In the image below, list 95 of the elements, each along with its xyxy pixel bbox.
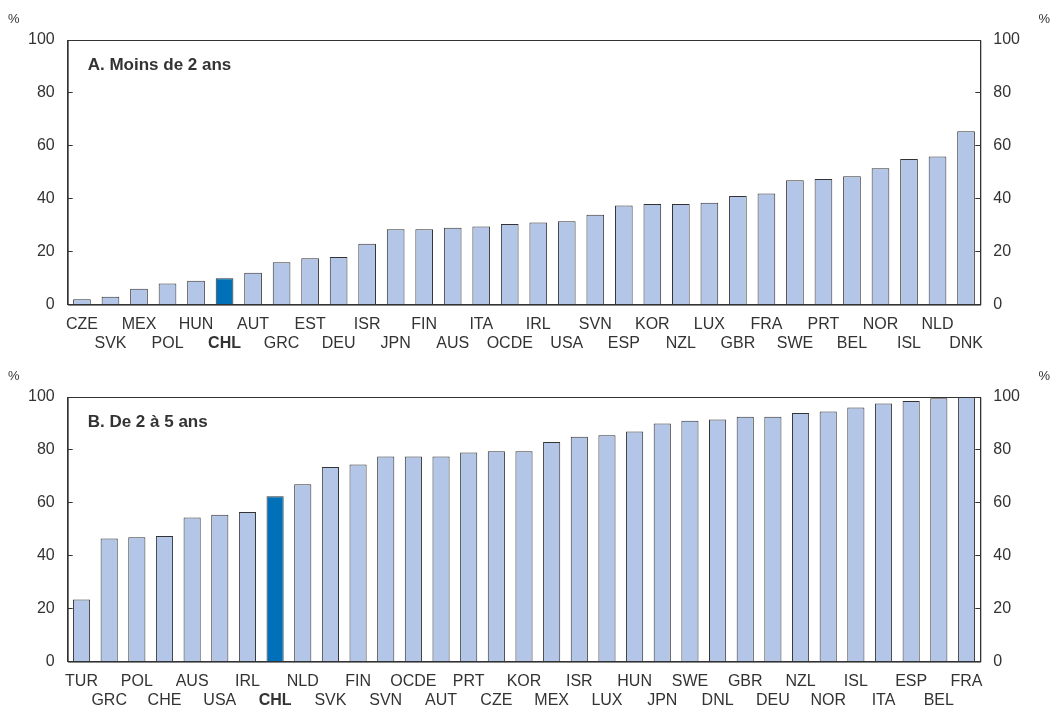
- y-tick-label: 20: [36, 599, 55, 617]
- x-tick-label: NLD: [921, 314, 954, 332]
- x-tick-label: ITA: [469, 314, 494, 332]
- y2-axis-title: %: [1038, 368, 1051, 384]
- x-tick-label: LUX: [591, 690, 623, 708]
- x-tick-label: POL: [120, 671, 153, 689]
- x-tick-label: OCDE: [486, 333, 533, 351]
- x-tick-label: USA: [203, 690, 237, 708]
- x-tick-label: GBR: [727, 671, 763, 689]
- x-tick-label: SVK: [94, 333, 127, 351]
- x-tick-label: CHL: [258, 690, 292, 708]
- x-tick-label: FIN: [411, 314, 438, 332]
- y-axis-title: %: [8, 11, 20, 27]
- x-tick-label: ISR: [565, 671, 593, 689]
- x-tick-label: SWE: [671, 671, 709, 689]
- y-tick-label: 80: [36, 83, 55, 101]
- x-tick-label: HUN: [617, 671, 652, 689]
- y-tick-label: 100: [27, 30, 55, 48]
- x-tick-label: IRL: [525, 314, 551, 332]
- x-tick-label: GRC: [263, 333, 300, 351]
- x-tick-label: IRL: [235, 671, 260, 689]
- x-tick-label: POL: [151, 333, 184, 351]
- y2-tick-label: 0: [993, 295, 1003, 313]
- x-tick-label: AUS: [436, 333, 470, 351]
- x-tick-label: JPN: [647, 690, 678, 708]
- y-tick-label: 20: [36, 242, 55, 260]
- x-tick-label: PRT: [452, 671, 485, 689]
- x-tick-label: HUN: [178, 314, 214, 332]
- x-tick-label: FRA: [950, 671, 983, 689]
- x-tick-label: FIN: [345, 671, 371, 689]
- x-tick-label: ISL: [897, 333, 922, 351]
- x-tick-label: OCDE: [390, 671, 437, 689]
- x-tick-label: CHL: [208, 333, 242, 351]
- x-tick-label: NZL: [665, 333, 697, 351]
- x-tick-label: AUT: [237, 314, 270, 332]
- x-tick-label: NOR: [862, 314, 899, 332]
- y-axis-title: %: [8, 368, 20, 384]
- y2-tick-label: 80: [993, 440, 1012, 458]
- x-tick-label: SVK: [314, 690, 347, 708]
- text: A. Moins de 2 ans: [87, 54, 232, 74]
- y2-tick-label: 20: [993, 242, 1012, 260]
- x-tick-label: AUT: [425, 690, 458, 708]
- x-tick-label: CZE: [480, 690, 513, 708]
- y2-tick-label: 100: [993, 30, 1021, 48]
- y2-tick-label: 40: [993, 546, 1012, 564]
- x-tick-label: GBR: [720, 333, 756, 351]
- x-tick-label: PRT: [807, 314, 840, 332]
- x-tick-label: NZL: [785, 671, 816, 689]
- x-tick-label: MEX: [121, 314, 157, 332]
- x-tick-label: BEL: [923, 690, 955, 708]
- x-tick-label: NLD: [286, 671, 319, 689]
- y-tick-label: 60: [36, 493, 55, 511]
- y-tick-label: 100: [27, 387, 55, 405]
- x-tick-label: GRC: [91, 690, 127, 708]
- x-tick-label: KOR: [635, 314, 670, 332]
- y2-tick-label: 0: [993, 652, 1003, 670]
- y-tick-label: 60: [36, 136, 55, 154]
- y2-tick-label: 20: [993, 599, 1012, 617]
- x-tick-label: ESP: [607, 333, 640, 351]
- x-tick-label: TUR: [65, 671, 98, 689]
- y-tick-label: 0: [45, 652, 55, 670]
- x-tick-label: SVN: [578, 314, 612, 332]
- y2-tick-label: 100: [993, 387, 1021, 405]
- x-tick-label: FRA: [750, 314, 783, 332]
- y-tick-label: 40: [36, 546, 55, 564]
- x-tick-label: NOR: [810, 690, 846, 708]
- x-tick-label: ITA: [871, 690, 896, 708]
- y-tick-label: 0: [45, 295, 55, 313]
- x-tick-label: DNL: [701, 690, 734, 708]
- x-tick-label: KOR: [506, 671, 542, 689]
- x-tick-label: ISL: [843, 671, 868, 689]
- y2-axis-title: %: [1038, 11, 1051, 27]
- x-tick-label: ESP: [895, 671, 928, 689]
- y2-tick-label: 60: [993, 136, 1012, 154]
- x-tick-label: DEU: [756, 690, 790, 708]
- x-tick-label: SWE: [776, 333, 814, 351]
- x-tick-label: CHE: [147, 690, 182, 708]
- y-tick-label: 40: [36, 189, 55, 207]
- x-tick-label: LUX: [693, 314, 726, 332]
- x-tick-label: ISR: [353, 314, 381, 332]
- x-tick-label: SVN: [369, 690, 403, 708]
- x-tick-label: EST: [294, 314, 326, 332]
- x-tick-label: AUS: [175, 671, 209, 689]
- x-tick-label: DNK: [949, 333, 984, 351]
- x-tick-label: DEU: [321, 333, 356, 351]
- y-tick-label: 80: [36, 440, 55, 458]
- y2-tick-label: 40: [993, 189, 1012, 207]
- x-tick-label: JPN: [380, 333, 411, 351]
- y2-tick-label: 80: [993, 83, 1012, 101]
- x-tick-label: MEX: [534, 690, 570, 708]
- x-tick-label: CZE: [65, 314, 98, 332]
- y2-tick-label: 60: [993, 493, 1012, 511]
- x-tick-label: USA: [550, 333, 584, 351]
- text: B. De 2 à 5 ans: [87, 411, 208, 431]
- x-tick-label: BEL: [836, 333, 868, 351]
